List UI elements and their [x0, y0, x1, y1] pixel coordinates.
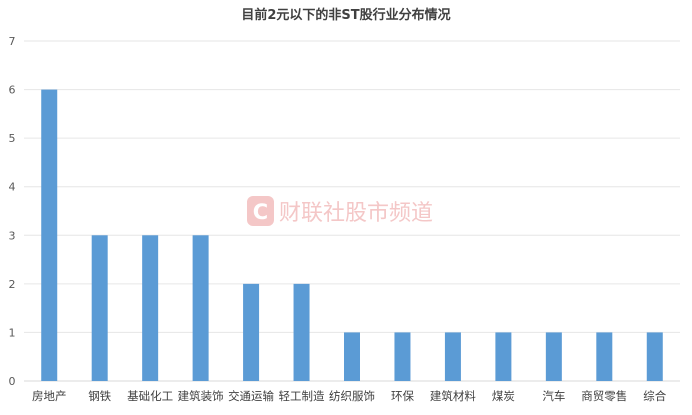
y-tick-label: 3 — [9, 229, 16, 242]
watermark-logo-icon — [247, 196, 274, 226]
y-tick-label: 1 — [9, 326, 16, 339]
watermark: C 财联社股市频道 — [247, 196, 433, 226]
x-tick-label: 煤炭 — [492, 389, 515, 403]
x-tick-label: 钢铁 — [88, 389, 111, 403]
bar — [243, 283, 260, 381]
watermark-text: 财联社股市频道 — [279, 201, 433, 226]
x-tick-label: 纺织服饰 — [329, 389, 375, 403]
bars — [41, 89, 663, 382]
bar — [91, 235, 108, 381]
watermark-logo-letter: C — [253, 200, 268, 224]
y-tick-label: 4 — [9, 181, 16, 194]
x-tick-label: 基础化工 — [127, 389, 173, 403]
bar — [142, 235, 159, 381]
gridlines — [24, 40, 680, 382]
x-tick-label: 房地产 — [32, 389, 67, 403]
bar — [344, 332, 360, 381]
y-tick-label: 2 — [9, 278, 16, 291]
y-tick-label: 6 — [9, 84, 16, 97]
y-tick-label: 0 — [9, 375, 16, 388]
x-tick-label: 汽车 — [542, 389, 565, 403]
y-tick-label: 5 — [9, 132, 16, 145]
x-tick-label: 建筑材料 — [430, 389, 476, 403]
x-tick-label: 环保 — [391, 389, 414, 403]
bar — [495, 332, 512, 381]
bar — [293, 283, 310, 381]
x-tick-label: 商贸零售 — [581, 389, 627, 403]
y-tick-label: 7 — [9, 35, 16, 48]
x-tick-label: 交通运输 — [228, 389, 274, 403]
bar — [596, 332, 613, 381]
bar — [444, 332, 461, 381]
bar — [41, 89, 58, 382]
x-axis-tick-labels: 房地产 钢铁 基础化工 建筑装饰 交通运输 轻工制造 纺织服饰 环保 建筑材料 煤炭 汽车 商贸零售 综… — [32, 389, 667, 403]
x-tick-label: 综合 — [643, 389, 666, 403]
chart-title: 目前2元以下的非ST股行业分布情况 — [241, 7, 450, 23]
x-tick-label: 轻工制造 — [279, 389, 325, 403]
bar — [646, 332, 663, 381]
bar — [192, 235, 209, 381]
bar — [545, 332, 562, 381]
bar — [394, 332, 411, 381]
y-axis-tick-labels: 0 1 2 3 4 5 6 7 — [9, 35, 16, 388]
x-tick-label: 建筑装饰 — [178, 389, 224, 403]
